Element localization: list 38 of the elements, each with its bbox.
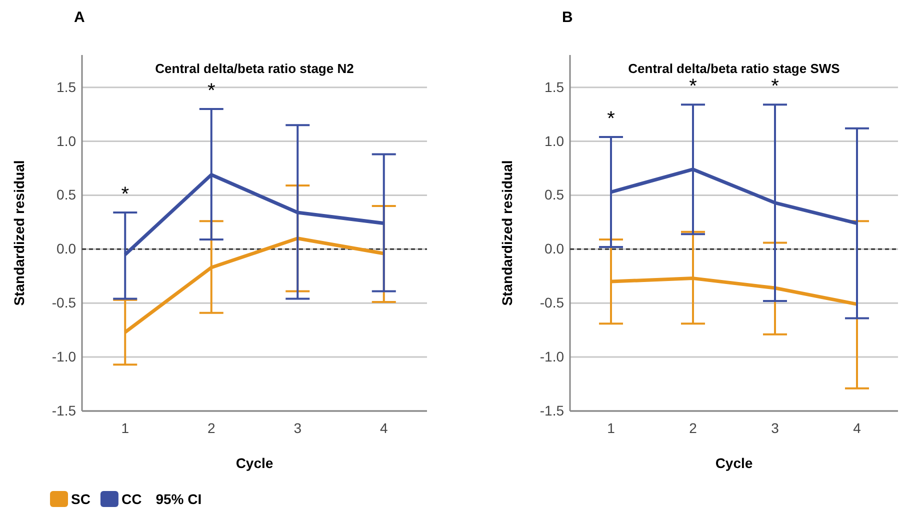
text: 95% CI — [156, 491, 202, 507]
text: Central delta/beta ratio stage SWS — [628, 61, 840, 76]
y-axis-title: Standardized residual — [11, 160, 27, 306]
x-tick-label: 1 — [607, 420, 616, 436]
y-tick-label: -1.0 — [540, 348, 564, 365]
text: B — [562, 9, 573, 26]
y-tick-label: 1.5 — [56, 78, 76, 95]
y-tick-label: -0.5 — [52, 294, 76, 311]
annotation: * — [689, 76, 698, 98]
text: A — [74, 9, 85, 26]
legend-label: CC — [121, 491, 142, 507]
x-axis-title: Cycle — [715, 455, 753, 471]
y-tick-label: -1.0 — [52, 348, 76, 365]
y-tick-label: 1.0 — [56, 132, 76, 149]
annotation: * — [121, 184, 130, 206]
y-tick-label: -1.5 — [540, 402, 564, 418]
y-tick-label: 0.5 — [544, 186, 564, 203]
annotation: * — [207, 80, 216, 102]
x-tick-label: 2 — [207, 420, 216, 436]
y-tick-label: 0.0 — [56, 240, 76, 257]
y-tick-label: 0.0 — [544, 240, 564, 257]
x-tick-label: 1 — [121, 420, 130, 436]
y-tick-label: 0.5 — [56, 186, 76, 203]
y-tick-label: 1.0 — [544, 132, 564, 149]
x-tick-label: 2 — [689, 420, 698, 436]
annotation: * — [607, 108, 616, 130]
x-tick-label: 3 — [771, 420, 780, 436]
text: Central delta/beta ratio stage N2 — [155, 61, 354, 76]
y-tick-label: -1.5 — [52, 402, 76, 418]
x-tick-label: 3 — [294, 420, 302, 436]
annotation: * — [771, 76, 780, 98]
y-axis-title: Standardized residual — [499, 160, 515, 306]
x-tick-label: 4 — [853, 420, 862, 436]
x-axis-title: Cycle — [236, 455, 274, 471]
y-tick-label: 1.5 — [544, 78, 564, 95]
legend-label: SC — [71, 491, 90, 507]
y-tick-label: -0.5 — [540, 294, 564, 311]
x-tick-label: 4 — [380, 420, 388, 436]
